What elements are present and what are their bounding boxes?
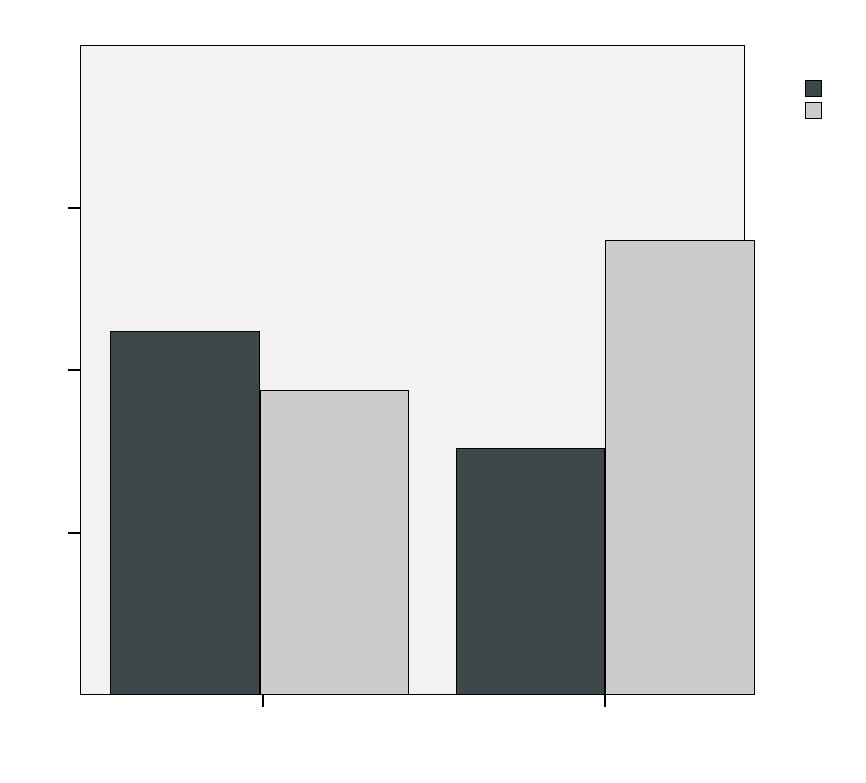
- x-tick: [262, 695, 264, 707]
- bar-series-1: [456, 448, 606, 695]
- x-tick: [604, 695, 606, 707]
- bars-layer: [80, 45, 745, 695]
- plot-area: [80, 45, 745, 695]
- y-tick: [68, 532, 80, 534]
- legend-swatch-series-2: [805, 102, 822, 119]
- bar-series-2: [605, 240, 755, 695]
- y-tick: [68, 207, 80, 209]
- bar-series-1: [110, 331, 260, 695]
- chart-stage: [0, 0, 866, 783]
- y-tick: [68, 369, 80, 371]
- bar-series-2: [260, 390, 410, 696]
- legend-swatch-series-1: [805, 80, 822, 97]
